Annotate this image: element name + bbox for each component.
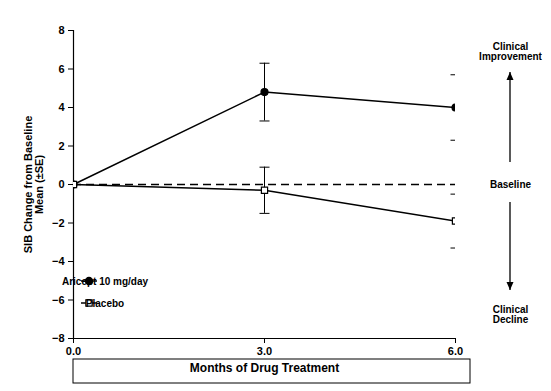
svg-text:ClinicalDecline: ClinicalDecline xyxy=(493,304,529,325)
svg-text:2: 2 xyxy=(58,140,64,152)
svg-text:8: 8 xyxy=(58,24,64,36)
svg-text:6: 6 xyxy=(58,63,64,75)
svg-text:3.0: 3.0 xyxy=(257,345,272,357)
svg-text:ClinicalImprovement: ClinicalImprovement xyxy=(479,41,542,62)
svg-text:−6: −6 xyxy=(52,294,65,306)
svg-text:Baseline: Baseline xyxy=(490,179,532,190)
svg-text:−2: −2 xyxy=(52,217,65,229)
svg-text:0: 0 xyxy=(58,178,64,190)
svg-text:6.0: 6.0 xyxy=(448,345,463,357)
svg-text:−8: −8 xyxy=(52,332,65,344)
svg-text:0.0: 0.0 xyxy=(66,345,81,357)
svg-text:Aricept 10 mg/day: Aricept 10 mg/day xyxy=(62,276,149,287)
svg-text:Months of Drug Treatment: Months of Drug Treatment xyxy=(190,361,339,375)
svg-text:Placebo: Placebo xyxy=(86,298,124,309)
svg-text:SIB Change from BaselineMean (: SIB Change from BaselineMean (±SE) xyxy=(22,116,45,254)
svg-text:−4: −4 xyxy=(52,255,65,267)
svg-text:4: 4 xyxy=(58,101,65,113)
